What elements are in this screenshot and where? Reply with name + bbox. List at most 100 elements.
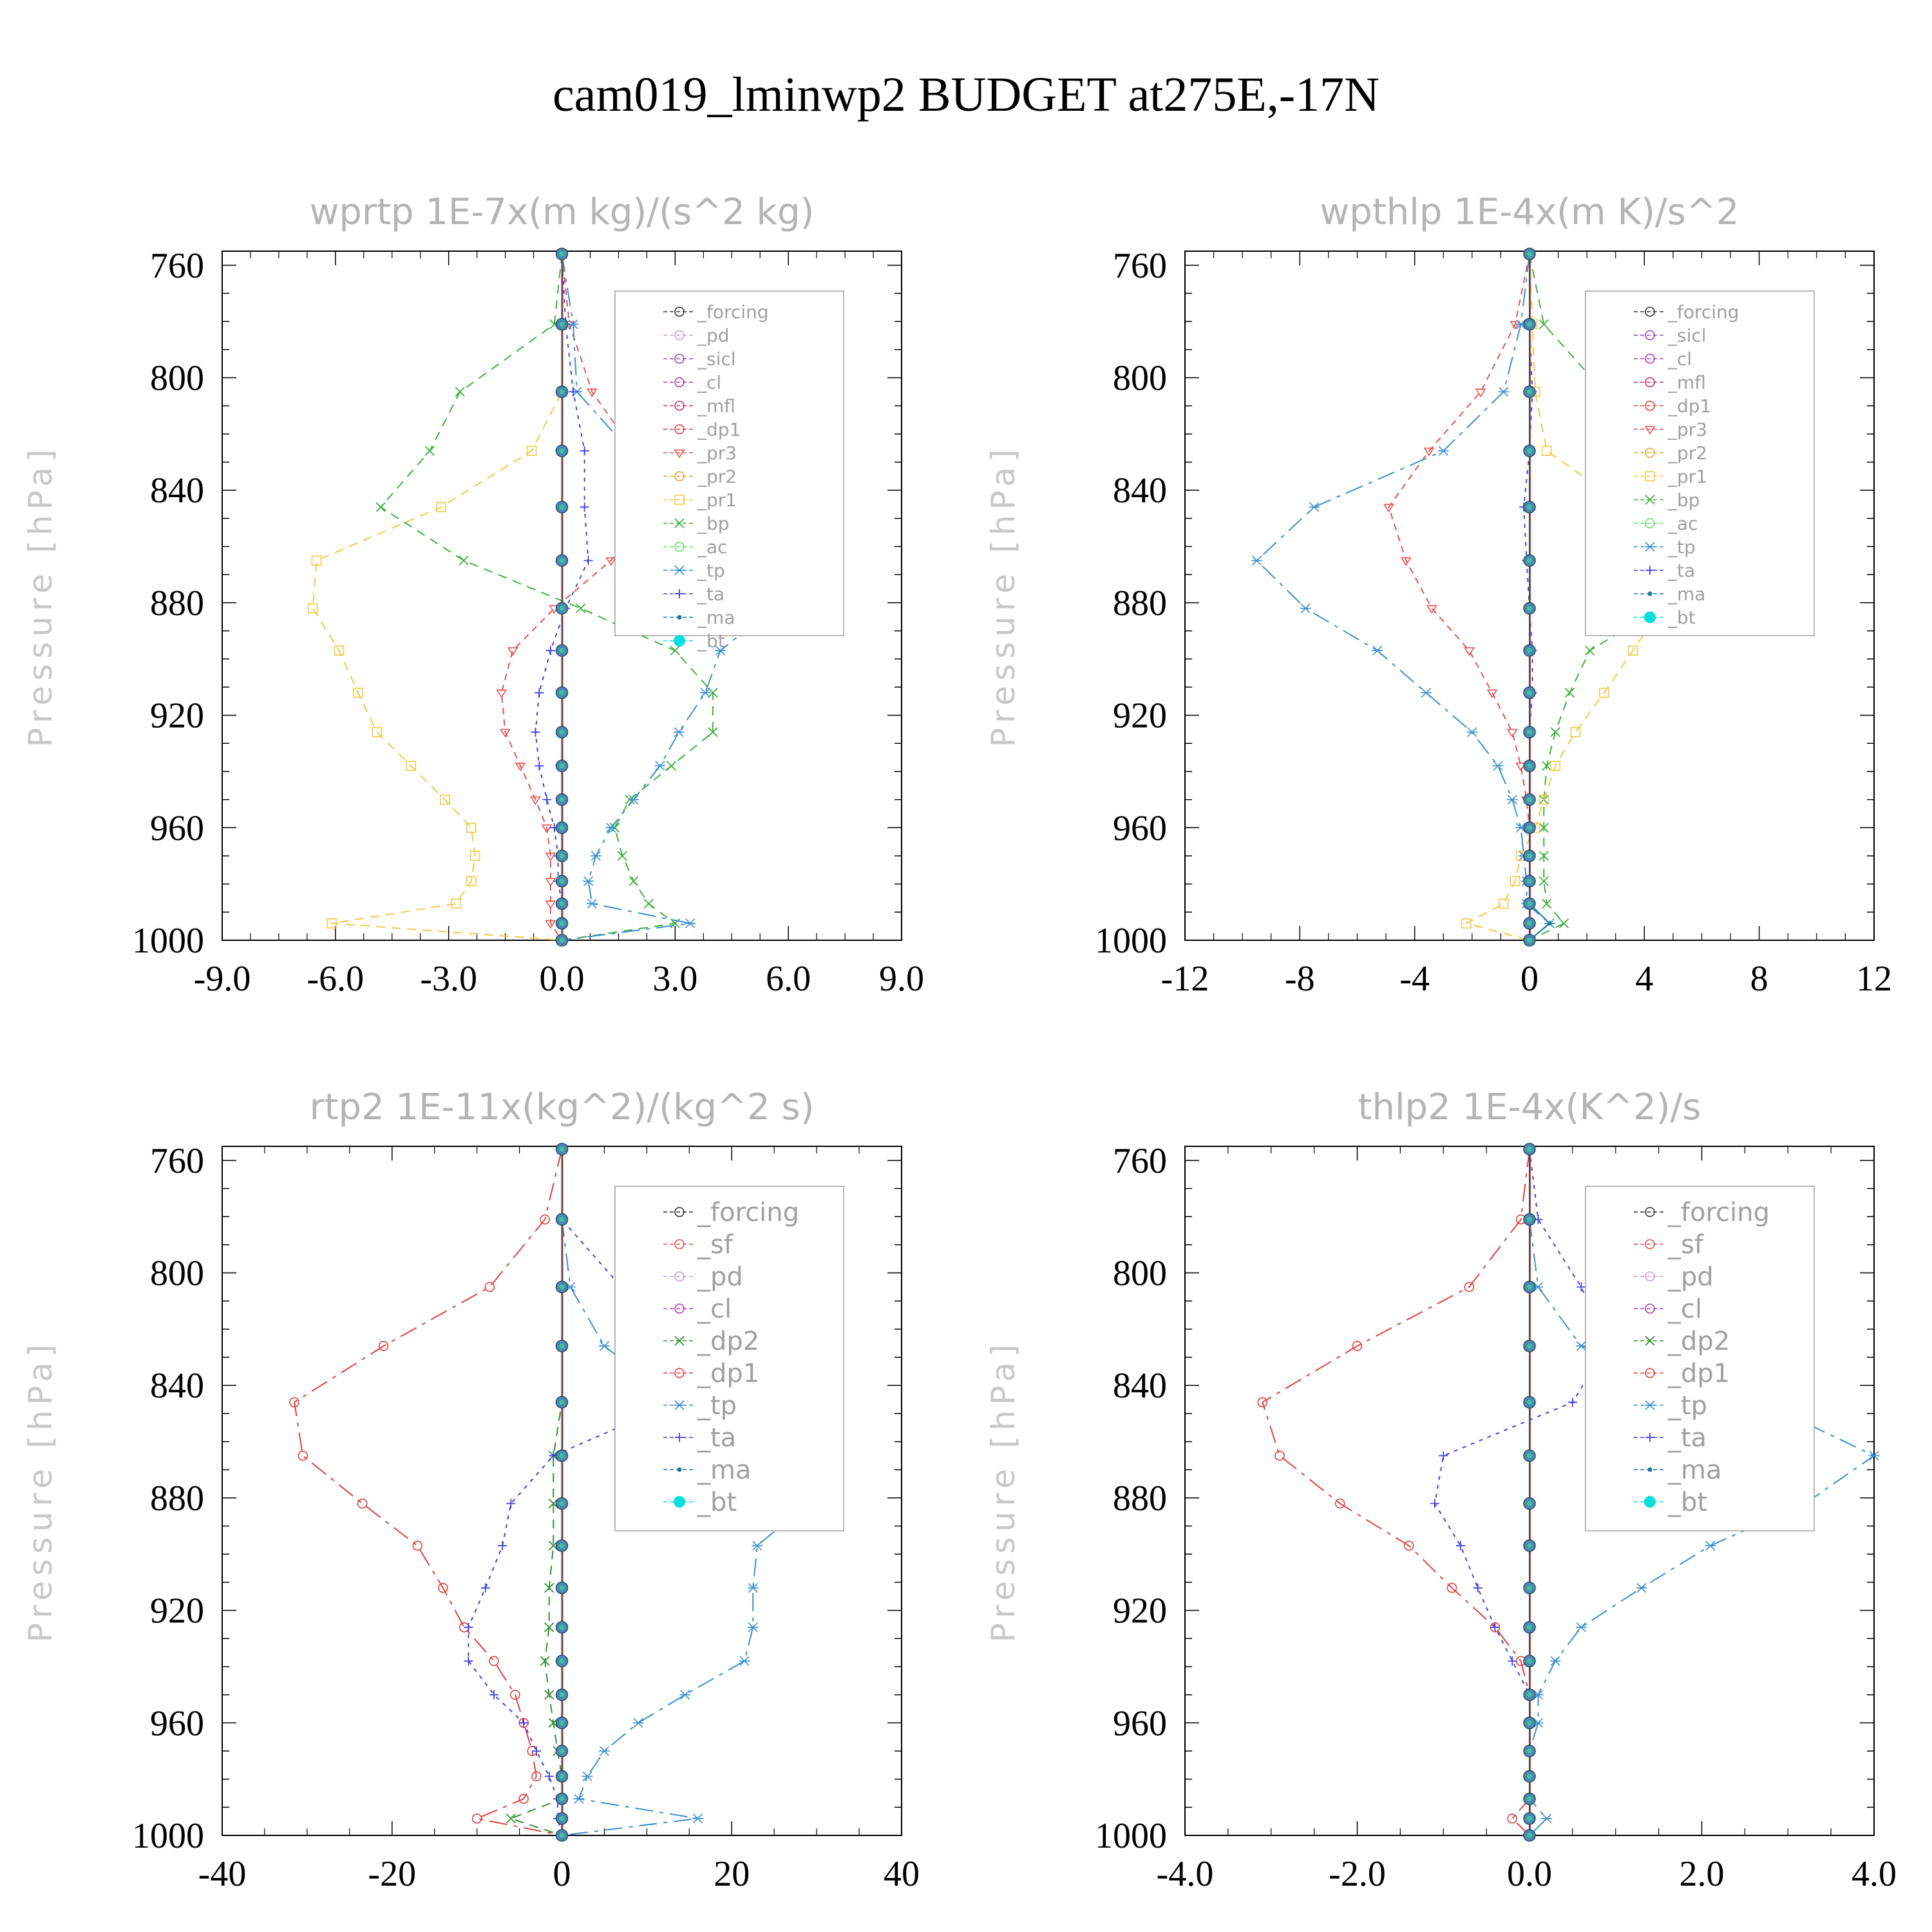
data-point bbox=[629, 876, 639, 886]
x-tick-label: -8 bbox=[1285, 959, 1315, 999]
y-tick-label: 960 bbox=[150, 1703, 204, 1743]
bt-marker-inner bbox=[1527, 763, 1532, 769]
legend-entry-pr3: _pr3 bbox=[663, 442, 737, 464]
data-point bbox=[1400, 557, 1412, 566]
data-point bbox=[1423, 448, 1435, 457]
legend-entry-bt: _bt bbox=[663, 630, 725, 652]
y-tick-label: 840 bbox=[150, 471, 204, 511]
legend-entry-ma: _ma bbox=[663, 607, 735, 629]
legend-swatch-marker bbox=[1645, 1336, 1655, 1346]
bt-marker-inner bbox=[559, 558, 565, 564]
panel-title: rtp2 1E-11x(kg^2)/(kg^2 s) bbox=[310, 1086, 815, 1128]
data-point bbox=[542, 795, 552, 804]
y-tick-label: 920 bbox=[1113, 696, 1167, 736]
legend-swatch-marker bbox=[674, 1303, 685, 1314]
bt-marker-inner bbox=[1527, 797, 1532, 802]
bt-marker-inner bbox=[559, 321, 565, 327]
legend-swatch-marker bbox=[1645, 565, 1654, 575]
data-point bbox=[357, 1498, 368, 1509]
y-tick-label: 760 bbox=[150, 1141, 204, 1181]
legend-label: _mfl bbox=[697, 395, 735, 417]
data-point bbox=[440, 794, 450, 805]
legend-swatch-marker bbox=[1645, 1433, 1654, 1442]
data-point bbox=[576, 603, 586, 614]
data-point bbox=[1627, 645, 1638, 656]
data-point bbox=[1539, 876, 1549, 886]
legend-entry-dp1: _dp1 bbox=[1634, 395, 1711, 417]
y-tick-label: 880 bbox=[1113, 1479, 1167, 1519]
y-tick-label: 920 bbox=[150, 696, 204, 736]
legend-entry-ta: _ta bbox=[1634, 560, 1695, 582]
data-point bbox=[1567, 1397, 1577, 1407]
legend-entry-dp1: _dp1 bbox=[663, 1359, 759, 1388]
bt-marker-inner bbox=[559, 1453, 565, 1459]
data-point bbox=[353, 687, 363, 698]
data-point bbox=[378, 1341, 389, 1351]
legend-swatch-marker bbox=[674, 1239, 685, 1249]
bt-marker-inner bbox=[559, 825, 565, 831]
legend-label: _bt bbox=[697, 630, 725, 652]
legend-label: _ma bbox=[697, 1455, 751, 1485]
x-tick-label: 6.0 bbox=[766, 959, 811, 999]
data-point bbox=[1437, 446, 1449, 456]
data-point bbox=[531, 1746, 541, 1756]
data-point bbox=[586, 388, 598, 397]
data-point bbox=[617, 851, 627, 861]
data-point bbox=[544, 1622, 554, 1633]
data-point bbox=[1498, 386, 1510, 397]
x-tick-label: -3.0 bbox=[420, 959, 477, 999]
legend-label: _pr3 bbox=[697, 442, 737, 464]
bt-marker-inner bbox=[559, 1543, 565, 1549]
legend-entry-ma: _ma bbox=[663, 1455, 751, 1485]
series-line bbox=[1464, 254, 1674, 941]
data-point bbox=[692, 1814, 703, 1824]
data-point bbox=[599, 1341, 610, 1351]
data-point bbox=[708, 727, 718, 737]
legend-label: _dp1 bbox=[697, 1359, 759, 1388]
legend-label: _tp bbox=[1667, 536, 1696, 558]
data-point bbox=[519, 1718, 529, 1728]
legend-entry-tp: _tp bbox=[663, 560, 725, 582]
legend-entry-ac: _ac bbox=[663, 536, 728, 558]
bt-marker-inner bbox=[559, 1399, 565, 1405]
bt-marker-inner bbox=[559, 251, 565, 257]
bt-marker-inner bbox=[1527, 504, 1532, 510]
legend-label: _bp bbox=[697, 513, 730, 535]
data-point bbox=[654, 761, 666, 771]
legend-entry-ac: _ac bbox=[1634, 513, 1698, 535]
data-point bbox=[469, 851, 480, 861]
bt-marker-inner bbox=[1527, 1692, 1532, 1698]
y-tick-label: 1000 bbox=[132, 921, 204, 961]
data-point bbox=[1539, 851, 1549, 861]
y-tick-label: 1000 bbox=[1095, 921, 1167, 961]
panel-title: wprtp 1E-7x(m kg)/(s^2 kg) bbox=[310, 191, 815, 233]
y-tick-label: 840 bbox=[1113, 1366, 1167, 1406]
data-point bbox=[1274, 1450, 1285, 1461]
x-tick-label: 0.0 bbox=[1507, 1854, 1552, 1894]
data-point bbox=[1510, 321, 1521, 330]
data-point bbox=[643, 898, 654, 909]
data-point bbox=[372, 727, 383, 737]
y-tick-label: 840 bbox=[1113, 471, 1167, 511]
y-tick-label: 920 bbox=[150, 1591, 204, 1631]
data-point bbox=[666, 761, 677, 771]
data-point bbox=[1558, 918, 1569, 929]
x-tick-label: -2.0 bbox=[1329, 1854, 1386, 1894]
series-line bbox=[535, 254, 589, 940]
data-point bbox=[1599, 687, 1609, 698]
series-pr3 bbox=[1383, 251, 1535, 946]
bt-marker-inner bbox=[559, 1585, 565, 1591]
series-dp2 bbox=[506, 1144, 567, 1841]
y-tick-label: 1000 bbox=[1095, 1816, 1167, 1856]
data-point bbox=[311, 555, 322, 566]
y-axis-label: Pressure [hPa] bbox=[22, 444, 59, 748]
data-point bbox=[507, 647, 518, 656]
x-tick-label: 8 bbox=[1750, 959, 1768, 999]
legend-swatch-marker bbox=[677, 1467, 682, 1472]
bt-marker-inner bbox=[1527, 920, 1532, 926]
legend-label: _ta bbox=[697, 1423, 736, 1453]
data-point bbox=[580, 502, 589, 512]
x-tick-label: 20 bbox=[714, 1854, 750, 1894]
y-axis-label: Pressure [hPa] bbox=[985, 444, 1022, 748]
